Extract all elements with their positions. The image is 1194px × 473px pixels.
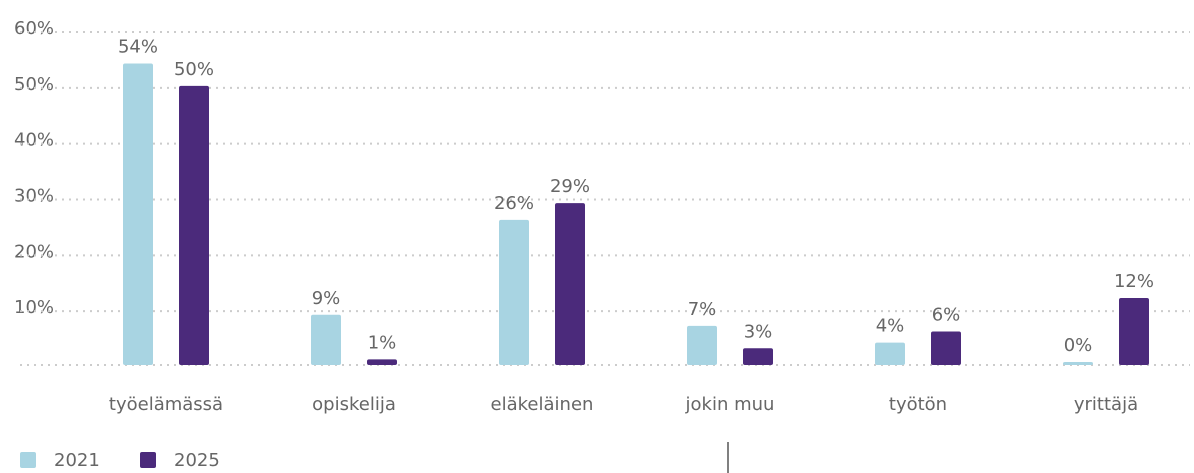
x-tick-label: yrittäjä: [1074, 394, 1138, 415]
y-tick-label: 50%: [14, 74, 54, 95]
value-label: 1%: [368, 332, 397, 353]
value-label: 3%: [744, 321, 773, 342]
value-label: 50%: [174, 59, 214, 80]
y-tick-label: 20%: [14, 241, 54, 262]
legend-swatch: [140, 452, 156, 468]
bar: [687, 325, 717, 365]
value-label: 12%: [1114, 271, 1154, 292]
value-label: 6%: [932, 305, 961, 326]
value-label: 26%: [494, 193, 534, 214]
legend-label: 2025: [174, 450, 220, 471]
legend-label: 2021: [54, 450, 100, 471]
bar: [123, 63, 153, 365]
bar: [743, 348, 773, 365]
value-label: 29%: [550, 176, 590, 197]
value-label: 54%: [118, 37, 158, 58]
bar: [1063, 362, 1093, 365]
y-tick-label: 10%: [14, 297, 54, 318]
x-tick-label: jokin muu: [685, 394, 775, 415]
value-label: 4%: [876, 316, 905, 337]
x-tick-label: opiskelija: [312, 394, 396, 415]
bar: [1119, 298, 1149, 365]
bar: [311, 314, 341, 365]
bar: [931, 331, 961, 365]
x-tick-label: työelämässä: [109, 394, 223, 415]
value-label: 7%: [688, 299, 717, 320]
bar: [367, 359, 397, 365]
legend-swatch: [20, 452, 36, 468]
value-label: 9%: [312, 288, 341, 309]
x-tick-label: työtön: [889, 394, 947, 415]
y-tick-label: 40%: [14, 130, 54, 151]
bar: [179, 85, 209, 365]
value-label: 0%: [1064, 335, 1093, 356]
y-tick-label: 30%: [14, 186, 54, 207]
y-tick-label: 60%: [14, 18, 54, 39]
bar: [499, 219, 529, 365]
bar: [875, 342, 905, 365]
bar: [555, 203, 585, 365]
x-tick-label: eläkeläinen: [491, 394, 594, 415]
